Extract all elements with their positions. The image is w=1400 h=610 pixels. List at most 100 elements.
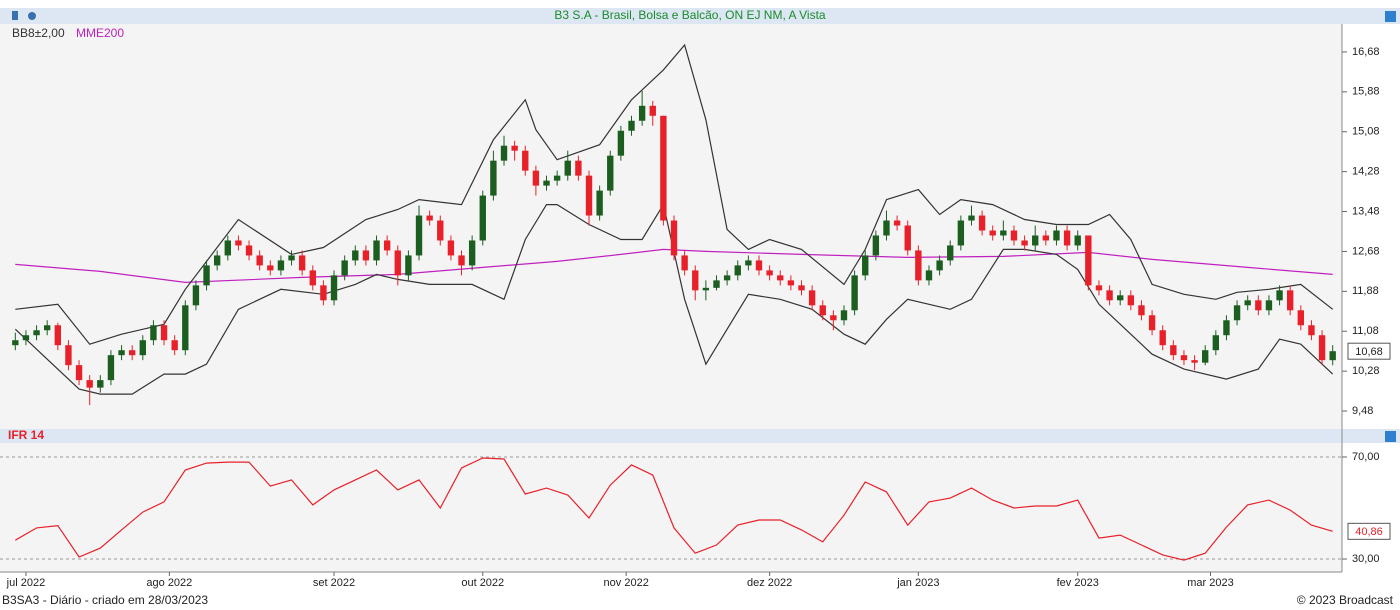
candle-body: [75, 365, 83, 381]
last-value-box: [1347, 342, 1391, 360]
legend-entry: BB8±2,00: [12, 26, 65, 40]
candle-body: [309, 270, 316, 286]
candle-body: [1297, 310, 1305, 326]
candle-body: [1021, 240, 1028, 246]
candle-body: [1032, 235, 1039, 246]
candle-body: [1117, 295, 1124, 301]
candle-body: [43, 325, 51, 331]
footer-left: B3SA3 - Diário - criado em 28/03/2023: [2, 593, 208, 607]
candle-body: [1159, 330, 1166, 346]
y-tick-label: 12,68: [1352, 245, 1380, 257]
y-tick-label: 11,08: [1352, 325, 1379, 337]
candle-body: [139, 340, 146, 356]
icon: [12, 11, 18, 20]
candle-body: [915, 250, 922, 281]
candle-body: [107, 355, 115, 381]
candle-body: [160, 325, 168, 341]
candle-body: [277, 260, 285, 271]
candle-body: [192, 285, 200, 306]
rsi-line: [14, 457, 1333, 561]
candle-body: [1329, 351, 1336, 361]
candle-body: [341, 260, 348, 276]
candle-body: [904, 225, 911, 251]
candle-body: [978, 215, 986, 231]
x-tick-label: ago 2022: [146, 577, 192, 589]
candle-body: [755, 260, 763, 271]
candle-body: [617, 130, 625, 156]
candle-body: [1318, 335, 1326, 361]
candle-body: [256, 255, 263, 266]
title-bar: [0, 8, 1400, 24]
candle-body: [150, 325, 157, 341]
y-tick-label: 15,08: [1352, 126, 1380, 138]
candle-body: [1074, 235, 1081, 246]
candle-body: [692, 270, 699, 291]
y-tick-label: 16,68: [1352, 46, 1380, 58]
legend-entry: MME200: [76, 26, 124, 40]
candle-body: [723, 275, 731, 281]
candle-body: [564, 160, 571, 176]
candle-body: [468, 240, 476, 266]
candle-body: [437, 220, 444, 241]
candle-body: [1042, 235, 1050, 241]
candle-body: [745, 260, 752, 266]
icon: [28, 12, 36, 20]
candle-body: [649, 105, 656, 116]
candle-body: [734, 265, 741, 276]
chart-title: B3 S.A - Brasil, Bolsa e Balcão, ON EJ N…: [554, 8, 826, 22]
candle-body: [638, 105, 646, 121]
candle-body: [1106, 290, 1113, 301]
y-tick-label: 70,00: [1352, 451, 1380, 463]
candle-body: [1010, 230, 1018, 241]
band-lower: [14, 203, 1334, 395]
candle-body: [702, 287, 710, 291]
last-value-label: 10,68: [1355, 346, 1383, 358]
candle-body: [479, 195, 486, 241]
candle-body: [607, 155, 614, 191]
candle-body: [383, 240, 391, 251]
candle-body: [1276, 290, 1283, 301]
candle-body: [1287, 290, 1294, 311]
candle-body: [851, 275, 858, 311]
candle-body: [447, 240, 455, 256]
candle-body: [968, 215, 975, 221]
candle-body: [33, 330, 40, 336]
candle-body: [1180, 355, 1188, 361]
x-tick-label: jul 2022: [6, 577, 46, 589]
candle-body: [957, 220, 965, 246]
panel-title: IFR 14: [8, 428, 44, 442]
candle-body: [1127, 295, 1135, 306]
candle-body: [213, 255, 221, 266]
candle-body: [628, 120, 635, 131]
last-value-label: 40,86: [1355, 526, 1383, 538]
y-tick-label: 13,48: [1352, 205, 1380, 217]
candle-body: [840, 310, 848, 321]
candle-body: [320, 285, 327, 301]
candle-body: [394, 250, 401, 276]
icon: [1385, 431, 1396, 442]
candle-body: [490, 160, 497, 196]
candle-body: [989, 230, 996, 236]
rsi-panel: [0, 443, 1342, 572]
candle-body: [713, 280, 720, 288]
y-tick-label: 14,28: [1352, 166, 1380, 178]
candle-body: [235, 240, 242, 246]
candle-body: [553, 175, 561, 181]
candle-body: [1170, 345, 1177, 356]
candle-body: [426, 215, 433, 221]
candle-body: [1063, 230, 1071, 246]
candle-body: [893, 220, 901, 226]
candle-body: [1223, 320, 1230, 336]
candle-body: [86, 380, 93, 388]
candle-body: [1138, 305, 1145, 316]
candle-body: [118, 350, 125, 356]
candle-body: [65, 345, 72, 366]
x-tick-label: mar 2023: [1187, 577, 1233, 589]
x-tick-label: fev 2023: [1057, 577, 1099, 589]
x-tick-label: nov 2022: [604, 577, 649, 589]
candle-body: [543, 180, 550, 186]
y-tick-label: 9,48: [1352, 405, 1373, 417]
y-tick-label: 10,28: [1352, 365, 1380, 377]
candle-body: [670, 220, 678, 256]
